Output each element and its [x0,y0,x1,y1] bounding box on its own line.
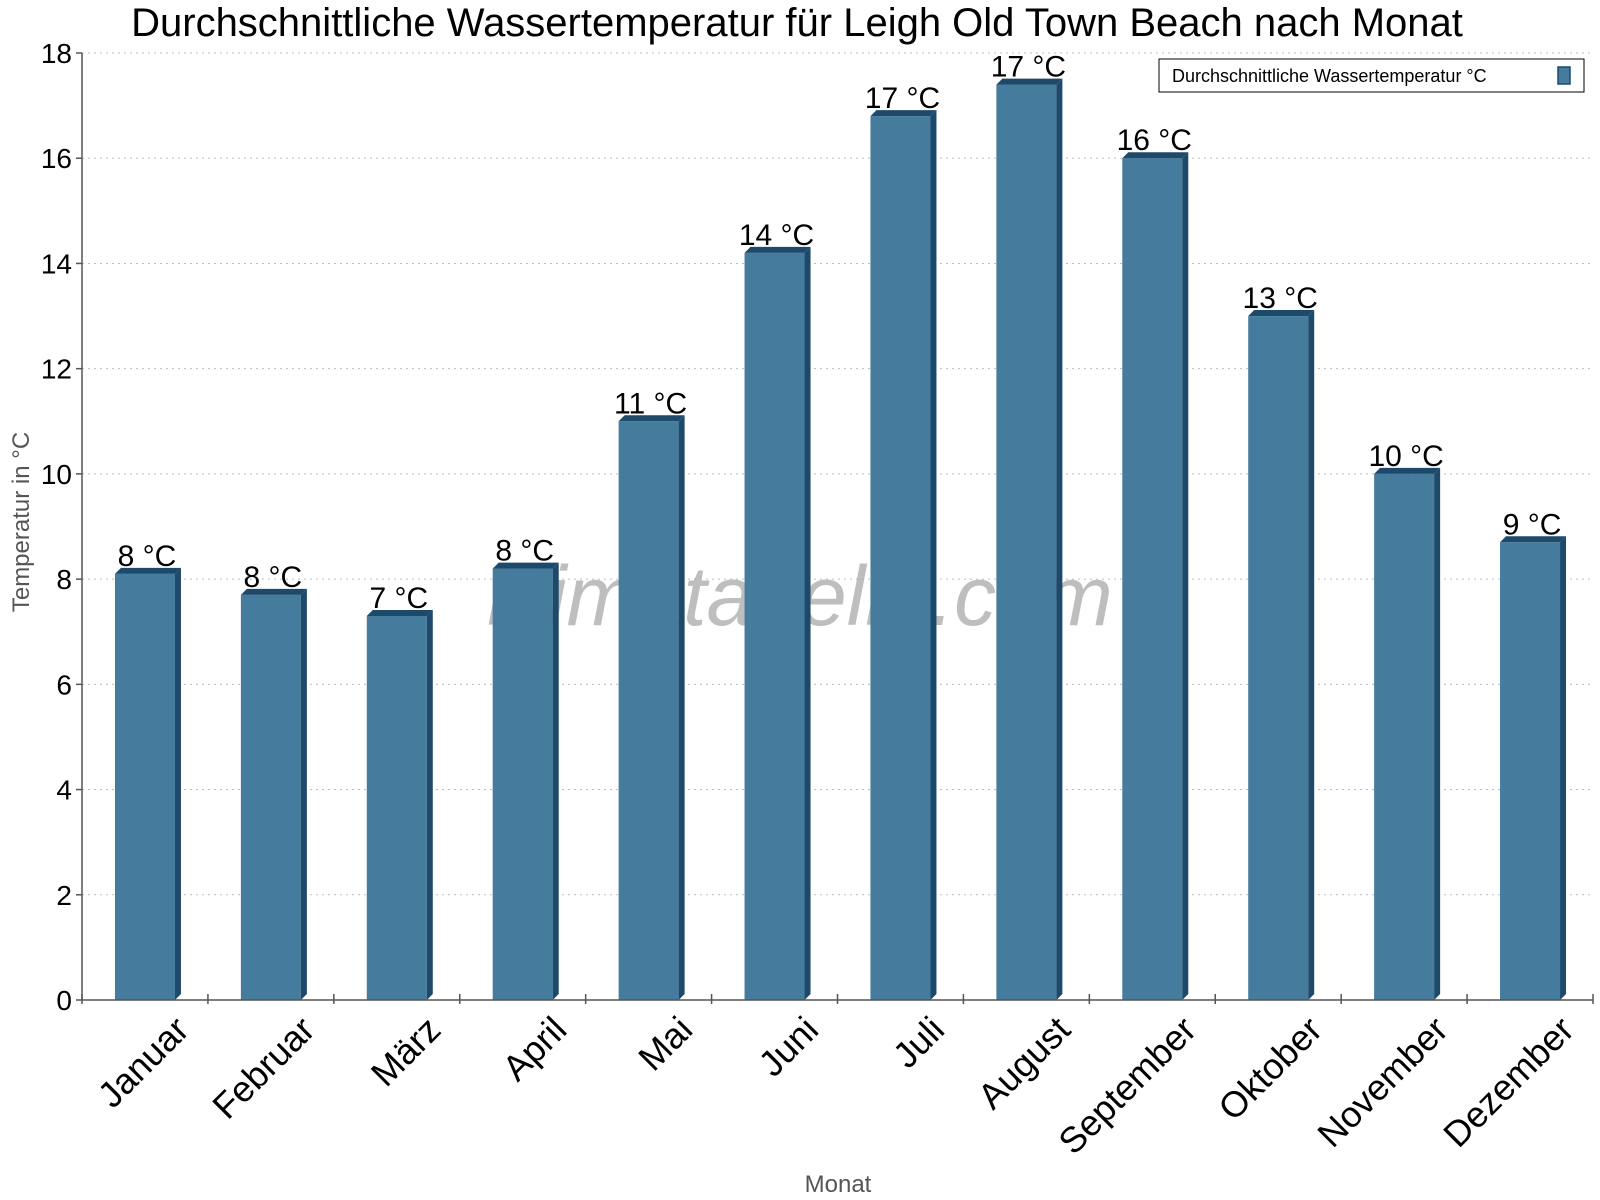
x-tick-label: Juni [750,1009,826,1085]
bar-face [1248,316,1309,1000]
bar [1500,536,1567,1000]
bar [1122,152,1189,1000]
y-tick-label: 8 [56,564,72,595]
bar-face [240,594,301,1000]
x-tick-label: September [1050,1009,1204,1163]
legend-label: Durchschnittliche Wassertemperatur °C [1172,66,1487,86]
data-label: 14 °C [739,219,814,252]
bar-top [1374,467,1441,474]
bar-side [1308,310,1315,1000]
bar [996,78,1063,1001]
bar-top [114,567,181,574]
bar-top [492,562,559,569]
y-tick-label: 18 [41,38,72,69]
bar-face [366,615,427,1000]
axes [76,52,1594,1004]
y-tick-label: 4 [56,775,72,806]
x-tick-label: August [970,1009,1078,1117]
bar-side [174,567,181,1000]
bar-face [618,421,679,1000]
y-tick-label: 2 [56,880,72,911]
x-tick-label: Februar [204,1009,322,1127]
bar [1374,467,1441,1000]
chart-title: Durchschnittliche Wassertemperatur für L… [131,1,1463,45]
data-label: 13 °C [1243,282,1318,315]
bar [744,246,811,1000]
bar-side [426,609,433,1000]
data-label: 8 °C [244,561,303,594]
x-tick-label: Juli [885,1009,952,1076]
x-axis-title: Monat [805,1171,872,1198]
bar [114,567,181,1000]
data-label: 17 °C [991,51,1066,84]
bar-top [618,415,685,422]
bar-top [366,609,433,616]
data-label: 17 °C [865,82,940,115]
data-label: 8 °C [118,540,177,573]
data-label: 7 °C [369,582,428,615]
bar-side [1056,78,1063,1001]
x-tick-label: November [1309,1009,1455,1155]
bar-top [1500,536,1567,543]
bar-face [996,84,1057,1001]
data-label: 8 °C [495,535,554,568]
bar-top [996,78,1063,85]
x-tick-label: April [494,1009,574,1089]
data-label: 11 °C [614,387,687,420]
bar-top [1122,152,1189,159]
legend-swatch [1557,66,1571,85]
x-tick-label: März [363,1009,449,1095]
bar [870,110,937,1001]
bar-face [1122,158,1183,1000]
x-tick-label: Mai [630,1009,700,1079]
x-tick-label: Januar [90,1009,197,1116]
grid-lines [82,52,1593,896]
data-label: 16 °C [1117,124,1192,157]
data-label: 10 °C [1368,440,1443,473]
bars [114,78,1567,1001]
bar [492,562,559,1000]
bar [240,588,307,1000]
y-tick-label: 10 [41,459,72,490]
y-axis-title: Temperatur in °C [8,432,35,612]
bar-face [114,573,175,1000]
bar-top [870,110,937,117]
y-tick-label: 12 [41,354,72,385]
y-tick-label: 16 [41,143,72,174]
bar-side [804,246,811,1000]
bar-side [300,588,307,1000]
bar-side [1560,536,1567,1000]
bar-side [552,562,559,1000]
bar-top [1248,310,1315,317]
bar [1248,310,1315,1000]
bar-side [1434,467,1441,1000]
bar-face [1374,473,1435,1000]
bar-top [240,588,307,595]
x-tick-label: Oktober [1210,1009,1330,1129]
data-label: 9 °C [1503,508,1562,541]
y-tick-label: 0 [56,985,72,1016]
legend: Durchschnittliche Wassertemperatur °C [1158,58,1585,93]
bar-side [930,110,937,1001]
y-tick-label: 14 [41,248,72,279]
bar [618,415,685,1000]
bar-side [678,415,685,1000]
bar-side [1182,152,1189,1000]
bar [366,609,433,1000]
bar-face [744,252,805,1000]
data-labels: 8 °C 8 °C 7 °C 8 °C 11 °C 14 °C 17 °C 17 °C 16 °… [118,51,1562,615]
x-tick-label: Dezember [1435,1009,1581,1155]
legend-box [1158,58,1585,93]
y-tick-label: 6 [56,669,72,700]
bar-face [1500,542,1561,1000]
bar-face [870,116,931,1001]
bar-top [744,246,811,253]
bar-face [492,568,553,1000]
